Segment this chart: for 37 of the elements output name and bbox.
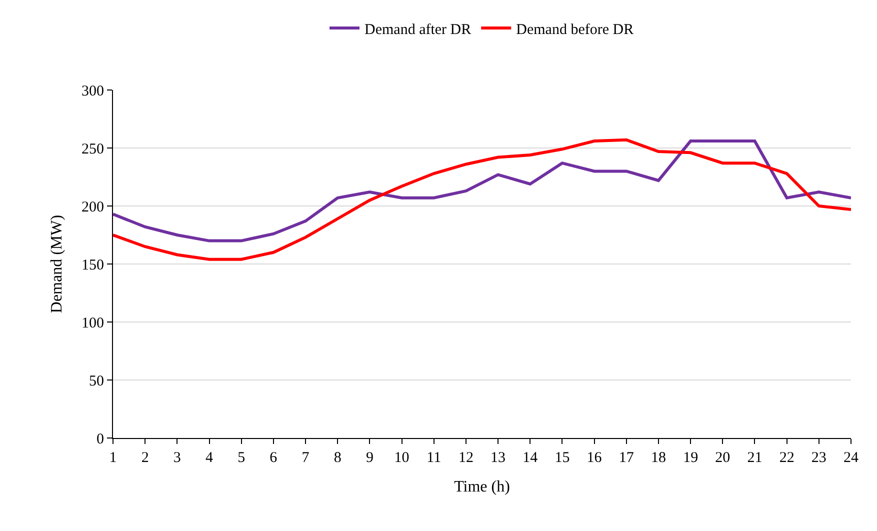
x-tick-label: 15 (554, 450, 570, 466)
x-tick-label: 19 (683, 450, 698, 466)
x-tick-label: 14 (522, 450, 538, 466)
y-tick-label: 100 (82, 315, 104, 332)
x-tick-label: 1 (109, 450, 117, 466)
y-tick-label: 200 (82, 199, 104, 216)
x-axis-title: Time (h) (454, 478, 510, 496)
x-tick-label: 8 (334, 450, 342, 466)
x-tick-label: 20 (715, 450, 730, 466)
y-tick-label: 0 (96, 431, 104, 448)
legend-label: Demand after DR (364, 22, 472, 38)
line-series (113, 138, 851, 261)
y-tick-label: 150 (82, 257, 104, 274)
x-tick-label: 21 (747, 450, 762, 466)
x-tick-label: 23 (811, 450, 826, 466)
x-tick-label: 22 (779, 450, 794, 466)
x-tick-label: 4 (206, 450, 214, 466)
x-tick-label: 3 (173, 450, 181, 466)
line-series (113, 140, 851, 242)
x-tick-label: 10 (394, 450, 410, 466)
x-tick-label: 16 (586, 450, 602, 466)
x-tick-label: 11 (426, 450, 442, 466)
x-tick-label: 24 (844, 450, 859, 466)
legend-label: Demand before DR (516, 22, 634, 38)
y-axis-title: Demand (MW) (48, 214, 66, 314)
x-tick-label: 9 (366, 450, 374, 466)
x-tick-label: 7 (302, 450, 310, 466)
x-tick-label: 18 (650, 450, 666, 466)
y-tick-label: 250 (82, 141, 104, 158)
x-tick-label: 17 (618, 450, 634, 466)
x-tick-label: 5 (238, 450, 246, 466)
x-tick-label: 6 (270, 450, 278, 466)
y-tick-label: 50 (89, 373, 104, 390)
x-tick-label: 13 (490, 450, 506, 466)
x-tick-label: 2 (141, 450, 149, 466)
y-tick-label: 300 (82, 83, 104, 100)
x-tick-label: 12 (458, 450, 474, 466)
